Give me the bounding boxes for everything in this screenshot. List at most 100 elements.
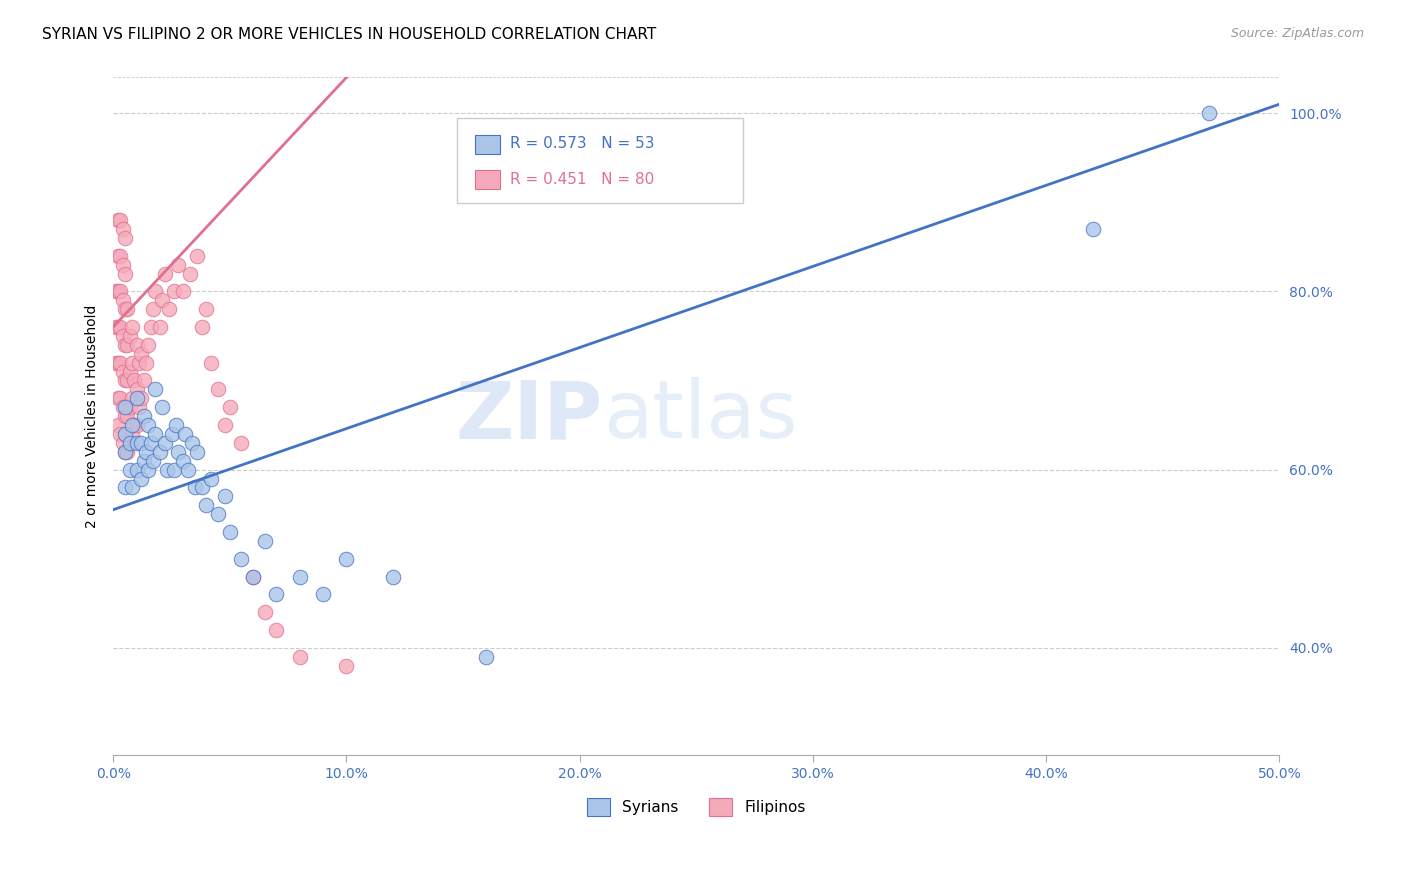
Point: [475, 649, 498, 664]
Point: [253, 605, 276, 619]
Point: [129, 347, 152, 361]
Point: [104, 320, 127, 334]
Point: [174, 426, 197, 441]
Point: [125, 338, 148, 352]
Point: [191, 480, 214, 494]
Point: [163, 462, 186, 476]
Point: [153, 267, 176, 281]
Text: ZIP: ZIP: [456, 377, 603, 455]
Point: [111, 258, 134, 272]
Point: [114, 302, 136, 317]
Point: [114, 444, 136, 458]
Point: [142, 302, 165, 317]
Point: [114, 444, 136, 458]
Point: [200, 471, 222, 485]
Point: [108, 320, 131, 334]
Point: [129, 392, 152, 406]
Point: [125, 435, 148, 450]
Point: [118, 462, 141, 476]
Point: [335, 658, 357, 673]
Point: [125, 392, 148, 406]
Point: [115, 338, 138, 352]
Point: [153, 435, 176, 450]
Point: [104, 285, 127, 299]
Point: [242, 569, 264, 583]
Point: [157, 302, 180, 317]
Point: [143, 285, 166, 299]
Point: [191, 320, 214, 334]
Point: [108, 249, 131, 263]
Bar: [475, 170, 501, 189]
Point: [111, 329, 134, 343]
Point: [115, 444, 138, 458]
Point: [107, 356, 129, 370]
Point: [129, 471, 152, 485]
Point: [118, 329, 141, 343]
Point: [121, 356, 143, 370]
Point: [207, 507, 229, 521]
Point: [132, 409, 155, 423]
Point: [111, 293, 134, 308]
Text: atlas: atlas: [603, 377, 797, 455]
Point: [382, 569, 405, 583]
Point: [108, 213, 131, 227]
Point: [266, 587, 288, 601]
Point: [288, 569, 311, 583]
Point: [150, 293, 173, 308]
Point: [288, 649, 311, 664]
Point: [115, 374, 138, 388]
Text: SYRIAN VS FILIPINO 2 OR MORE VEHICLES IN HOUSEHOLD CORRELATION CHART: SYRIAN VS FILIPINO 2 OR MORE VEHICLES IN…: [42, 27, 657, 42]
Point: [108, 356, 131, 370]
Point: [114, 338, 136, 352]
Point: [121, 480, 143, 494]
Point: [184, 480, 207, 494]
Point: [150, 401, 173, 415]
Point: [128, 401, 150, 415]
Point: [167, 258, 190, 272]
Point: [114, 374, 136, 388]
Point: [122, 374, 145, 388]
Point: [149, 320, 172, 334]
Text: R = 0.573   N = 53: R = 0.573 N = 53: [510, 136, 654, 152]
Point: [195, 498, 218, 512]
Point: [125, 417, 148, 432]
Point: [118, 401, 141, 415]
Point: [125, 383, 148, 397]
Text: R = 0.451   N = 80: R = 0.451 N = 80: [510, 172, 654, 187]
Point: [121, 426, 143, 441]
Point: [121, 392, 143, 406]
Point: [121, 417, 143, 432]
Point: [165, 417, 187, 432]
Point: [114, 231, 136, 245]
Point: [118, 435, 141, 450]
Point: [122, 417, 145, 432]
Point: [136, 462, 159, 476]
Point: [136, 338, 159, 352]
Text: Source: ZipAtlas.com: Source: ZipAtlas.com: [1230, 27, 1364, 40]
Point: [107, 213, 129, 227]
Point: [114, 480, 136, 494]
Point: [108, 285, 131, 299]
Point: [108, 426, 131, 441]
Legend: Syrians, Filipinos: Syrians, Filipinos: [581, 792, 811, 822]
Point: [172, 285, 194, 299]
Point: [172, 453, 194, 467]
Point: [128, 356, 150, 370]
Point: [207, 383, 229, 397]
Point: [214, 489, 236, 503]
Point: [114, 401, 136, 415]
Point: [132, 374, 155, 388]
Point: [179, 267, 201, 281]
Point: [142, 453, 165, 467]
Point: [115, 302, 138, 317]
Point: [135, 356, 157, 370]
Point: [125, 462, 148, 476]
Point: [218, 401, 240, 415]
Point: [121, 320, 143, 334]
Point: [163, 285, 186, 299]
Point: [242, 569, 264, 583]
Point: [156, 462, 179, 476]
Point: [186, 444, 208, 458]
Point: [118, 365, 141, 379]
Point: [143, 383, 166, 397]
